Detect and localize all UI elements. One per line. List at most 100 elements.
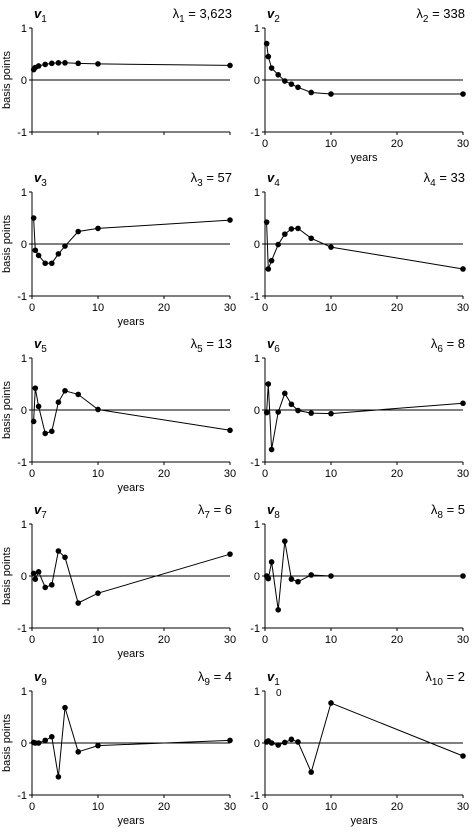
data-point <box>263 219 270 225</box>
x-tick-label: 30 <box>457 634 469 646</box>
data-point <box>328 573 334 579</box>
y-tick-label: 0 <box>21 239 27 251</box>
data-point <box>308 572 315 578</box>
vector-symbol: v <box>34 669 42 684</box>
data-point <box>265 381 272 387</box>
data-point <box>95 61 101 67</box>
lambda-value: = 57 <box>203 170 232 185</box>
data-point <box>62 387 68 394</box>
y-axis-label: basis points <box>1 380 13 439</box>
lambda-value: = 4 <box>210 669 232 684</box>
vector-subscript: 4 <box>274 178 280 189</box>
vector-label: v4 <box>267 170 280 189</box>
x-tick-label: 20 <box>391 302 403 314</box>
vector-symbol: v <box>267 336 275 351</box>
vector-label: v2 <box>267 6 280 25</box>
data-point <box>275 742 282 748</box>
lambda-subscript: 6 <box>437 344 443 355</box>
vector-symbol: v <box>267 502 275 517</box>
data-point <box>75 60 81 67</box>
y-tick-label: -1 <box>17 623 27 635</box>
x-axis-label: years <box>118 648 145 660</box>
y-tick-label: -1 <box>250 457 260 469</box>
vector-label: v1 <box>34 6 47 25</box>
data-point <box>75 391 81 398</box>
data-point <box>42 737 48 744</box>
x-tick-label: 10 <box>92 302 104 314</box>
data-point <box>62 243 68 249</box>
data-point <box>95 742 101 749</box>
data-point <box>42 584 48 591</box>
data-point <box>282 390 288 397</box>
eigenvalue-label: λ6 = 8 <box>431 336 465 355</box>
data-point <box>328 410 334 417</box>
y-tick-label: -1 <box>17 457 27 469</box>
x-tick-label: 20 <box>158 634 170 646</box>
y-tick-label: 1 <box>21 23 27 35</box>
series-line <box>266 222 464 270</box>
y-axis-label: basis points <box>1 546 13 605</box>
data-point <box>328 244 334 250</box>
data-point <box>62 704 68 711</box>
data-point <box>263 409 270 416</box>
data-point <box>49 60 55 67</box>
y-tick-label: 1 <box>254 23 260 35</box>
eigenvalue-label: λ1 = 3,623 <box>173 6 232 25</box>
lambda-value: = 13 <box>203 336 232 351</box>
data-point <box>295 407 301 414</box>
vector-subscript: 1 <box>274 677 280 688</box>
x-tick-label: 0 <box>262 634 268 646</box>
x-tick-label: 10 <box>325 634 337 646</box>
data-point <box>328 700 334 706</box>
vector-subscript: 3 <box>41 178 47 189</box>
y-tick-label: -1 <box>17 127 27 139</box>
y-tick-label: 0 <box>21 571 27 583</box>
data-point <box>49 733 55 740</box>
lambda-symbol: λ <box>191 336 198 351</box>
y-tick-label: -1 <box>250 291 260 303</box>
x-tick-label: 10 <box>325 302 337 314</box>
data-point <box>35 403 42 410</box>
y-tick-label: 0 <box>21 75 27 87</box>
data-point <box>282 231 288 237</box>
data-point <box>268 65 275 71</box>
x-tick-label: 0 <box>29 468 35 480</box>
data-point <box>268 559 275 565</box>
y-axis-label: basis points <box>1 50 13 109</box>
y-tick-label: 0 <box>21 405 27 417</box>
y-tick-label: 1 <box>21 519 27 531</box>
data-point <box>35 252 42 259</box>
data-point <box>295 84 301 91</box>
data-point <box>288 576 295 582</box>
vector-label: v8 <box>267 502 280 521</box>
data-point <box>35 740 42 746</box>
data-point <box>288 736 295 743</box>
data-point <box>227 737 233 744</box>
data-point <box>308 89 315 96</box>
data-point <box>460 266 466 272</box>
x-tick-label: 0 <box>29 302 35 314</box>
lambda-subscript: 1 <box>179 14 185 25</box>
data-point <box>42 430 48 437</box>
data-point <box>282 739 288 746</box>
lambda-subscript: 4 <box>430 178 436 189</box>
data-point <box>288 401 295 408</box>
data-point <box>62 554 68 561</box>
x-tick-label: 30 <box>224 634 236 646</box>
data-point <box>75 228 81 235</box>
lambda-symbol: λ <box>198 502 205 517</box>
vector-subscript: 6 <box>274 344 280 355</box>
x-tick-label: 20 <box>391 634 403 646</box>
x-tick-label: 0 <box>262 138 268 150</box>
data-point <box>32 385 39 391</box>
lambda-symbol: λ <box>431 502 438 517</box>
data-point <box>288 81 295 87</box>
vector-subscript: 7 <box>41 510 47 521</box>
x-tick-label: 30 <box>457 468 469 480</box>
vector-symbol: v <box>267 6 275 21</box>
x-tick-label: 20 <box>391 468 403 480</box>
lambda-value: = 338 <box>428 6 465 21</box>
